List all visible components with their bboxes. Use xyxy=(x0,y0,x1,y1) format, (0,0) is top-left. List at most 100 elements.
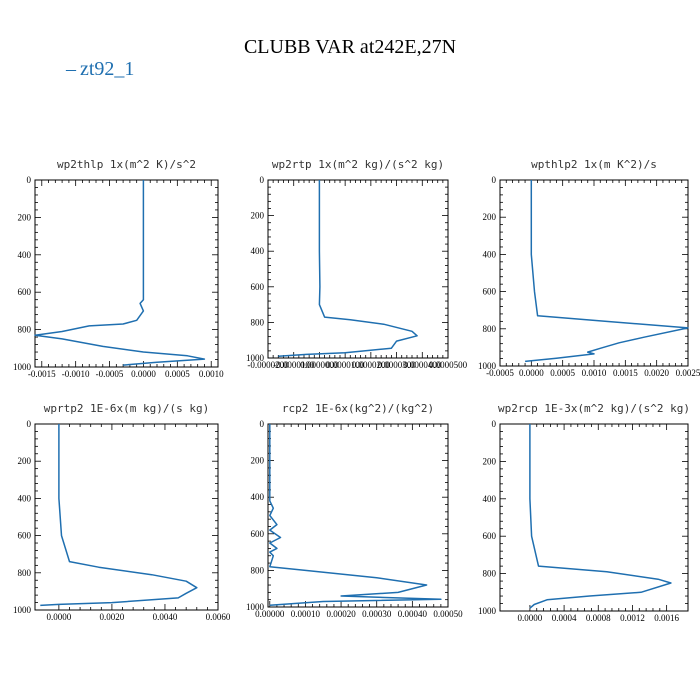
axis-frame xyxy=(499,179,689,367)
y-tick-label: 400 xyxy=(18,250,32,260)
x-tick-label: 0.0020 xyxy=(644,368,669,378)
x-tick-label: -0.0015 xyxy=(28,369,56,379)
x-tick-label: 0.0020 xyxy=(100,612,125,622)
figure-title: CLUBB VAR at242E,27N xyxy=(243,36,457,58)
x-tick-label: 0.0000200 xyxy=(352,360,391,370)
x-tick-label: 0.0005 xyxy=(550,368,575,378)
subplot-1: wp2thlp 1x(m^2 K)/s^202004006008001000-0… xyxy=(13,158,224,379)
y-tick-label: 600 xyxy=(18,531,32,541)
subplot-title: wp2thlp 1x(m^2 K)/s^2 xyxy=(57,158,196,171)
y-tick-label: 600 xyxy=(483,531,497,541)
subplot-title: wpthlp2 1x(m K^2)/s xyxy=(531,158,657,171)
y-tick-label: 600 xyxy=(483,287,497,297)
y-tick-label: 1000 xyxy=(478,361,497,371)
x-tick-label: 0.0010 xyxy=(582,368,607,378)
y-tick-label: 800 xyxy=(483,324,497,334)
axis-frame xyxy=(267,423,449,608)
x-tick-label: 0.0005 xyxy=(165,369,190,379)
x-tick-label: 0.0016 xyxy=(654,613,679,623)
x-tick-label: 0.0000400 xyxy=(403,360,442,370)
x-tick-label: -0.0000200 xyxy=(247,360,289,370)
axis-frame xyxy=(267,179,449,359)
y-tick-label: 600 xyxy=(251,529,265,539)
y-tick-label: 0 xyxy=(27,419,32,429)
x-tick-label: -0.0005 xyxy=(96,369,124,379)
y-tick-label: 200 xyxy=(18,456,32,466)
subplot-6: wp2rcp 1E-3x(m^2 kg)/(s^2 kg)0 200 400 600 8… xyxy=(478,402,690,623)
x-tick-label: 0.0010 xyxy=(199,369,224,379)
x-tick-label: -0.0005 xyxy=(486,368,514,378)
y-tick-label: 0 xyxy=(260,175,265,185)
y-tick-label: 200 xyxy=(483,212,497,222)
y-tick-label: 600 xyxy=(251,282,265,292)
y-tick-label: 400 xyxy=(251,246,265,256)
subplot-3: wpthlp2 1x(m K^2)/s 0 200 400 600 800 1000-0.0… xyxy=(478,158,700,378)
y-tick-label: 800 xyxy=(18,325,32,335)
x-tick-label: 0.0000 xyxy=(518,613,543,623)
x-tick-label: 0.00020 xyxy=(326,609,356,619)
series-line-zt92_1 xyxy=(278,180,418,357)
legend-line-swatch: – xyxy=(66,58,76,80)
y-tick-label: 400 xyxy=(18,493,32,503)
x-tick-label: 0.0008 xyxy=(586,613,611,623)
y-tick-label: 1000 xyxy=(13,362,32,372)
y-tick-label: 400 xyxy=(483,249,497,259)
x-tick-label: 0.0000 xyxy=(519,368,544,378)
x-tick-label: -0.0010 xyxy=(62,369,90,379)
y-tick-label: 0 xyxy=(492,175,497,185)
subplot-4: wprtp2 1E-6x(m kg)/(s kg) 0 200 400 600 800 10… xyxy=(13,402,231,622)
y-tick-label: 1000 xyxy=(478,606,497,616)
y-tick-label: 800 xyxy=(483,569,497,579)
y-tick-label: 200 xyxy=(251,211,265,221)
x-tick-label: 0.0000500 xyxy=(429,360,468,370)
legend: – zt92_1 xyxy=(66,58,134,81)
y-tick-label: 0 xyxy=(260,419,265,429)
axis-frame xyxy=(499,423,689,612)
y-tick-label: 400 xyxy=(483,494,497,504)
y-tick-label: 200 xyxy=(251,456,265,466)
y-tick-label: 0 xyxy=(492,419,497,429)
x-tick-label: 0.00010 xyxy=(291,609,321,619)
x-tick-label: 0.0012 xyxy=(620,613,645,623)
x-tick-label: 0.0000 xyxy=(46,612,71,622)
x-tick-label: 0.0040 xyxy=(153,612,178,622)
y-tick-label: 1000 xyxy=(13,605,32,615)
y-tick-label: 600 xyxy=(18,287,32,297)
y-tick-label: 800 xyxy=(251,565,265,575)
legend-label: zt92_1 xyxy=(80,58,135,80)
y-tick-label: 1000 xyxy=(246,602,265,612)
subplot-2: wp2rtp 1x(m^2 kg)/(s^2 kg) 0 200 400 600 800 1… xyxy=(246,158,468,370)
series-line-zt92_1 xyxy=(529,424,672,609)
x-tick-label: 0.0015 xyxy=(613,368,638,378)
subplot-title: wp2rtp 1x(m^2 kg)/(s^2 kg) xyxy=(272,158,444,171)
subplot-5: rcp2 1E-6x(kg^2)/(kg^2) 0 200 400 600 800 1000… xyxy=(246,402,463,619)
series-line-zt92_1 xyxy=(269,424,442,606)
y-tick-label: 1000 xyxy=(246,353,265,363)
axis-frame xyxy=(34,423,219,611)
y-tick-label: 200 xyxy=(18,212,32,222)
x-tick-label: 0.0000100 xyxy=(326,360,365,370)
x-tick-label: 0.0004 xyxy=(552,613,577,623)
series-line-zt92_1 xyxy=(40,424,198,607)
series-line-zt92_1 xyxy=(34,180,206,366)
x-tick-label: 0.0000300 xyxy=(377,360,416,370)
x-tick-label: -0.0000100 xyxy=(273,360,315,370)
x-tick-label: 0.0000 xyxy=(131,369,156,379)
x-tick-label: 0.0025 xyxy=(676,368,700,378)
subplot-title: rcp2 1E-6x(kg^2)/(kg^2) xyxy=(282,402,434,415)
subplot-title: wprtp2 1E-6x(m kg)/(s kg) xyxy=(44,402,210,415)
y-tick-label: 800 xyxy=(251,317,265,327)
x-tick-label: 0.00030 xyxy=(362,609,392,619)
series-line-zt92_1 xyxy=(525,180,689,363)
x-tick-label: 0.0060 xyxy=(206,612,231,622)
y-tick-label: 200 xyxy=(483,456,497,466)
x-tick-label: 0.00000 xyxy=(255,609,285,619)
y-tick-label: 400 xyxy=(251,492,265,502)
subplot-title: wp2rcp 1E-3x(m^2 kg)/(s^2 kg) xyxy=(498,402,690,415)
x-tick-label: 0.00040 xyxy=(398,609,428,619)
x-tick-label: 0.00050 xyxy=(433,609,463,619)
axis-frame xyxy=(34,179,219,368)
y-tick-label: 800 xyxy=(18,568,32,578)
y-tick-label: 0 xyxy=(27,175,32,185)
